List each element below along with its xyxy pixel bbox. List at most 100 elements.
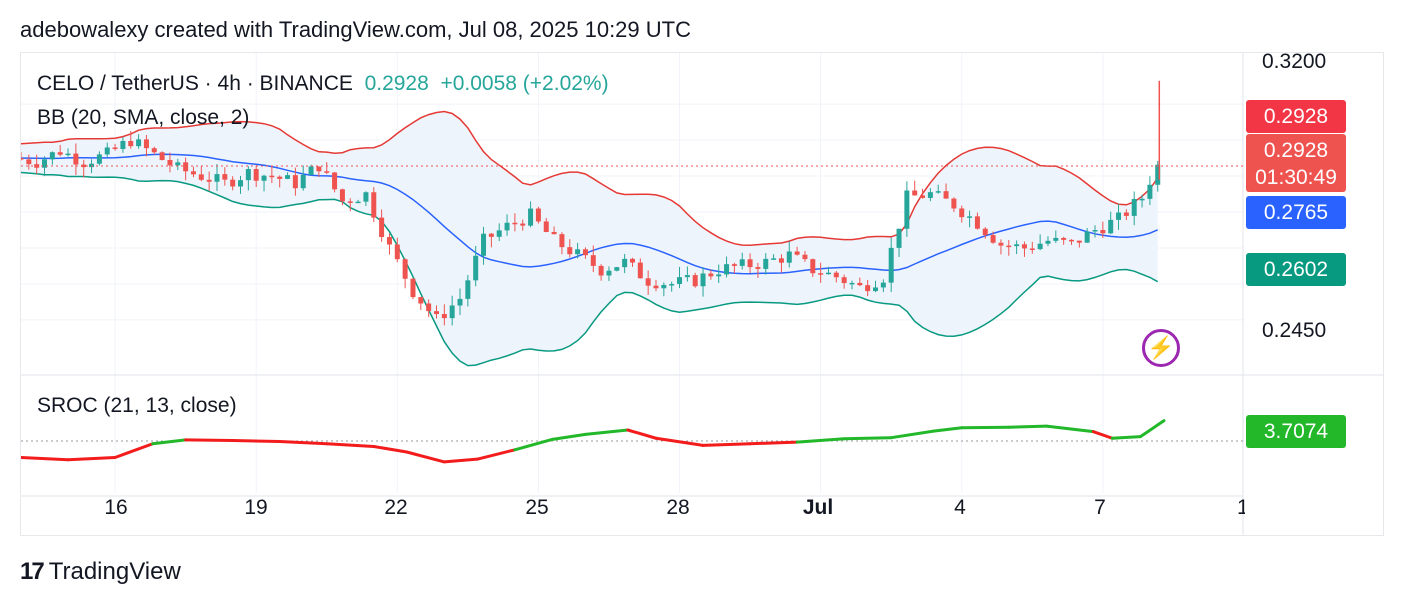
candle-body <box>128 140 134 147</box>
candle-body <box>261 175 267 181</box>
sroc-segment <box>795 437 846 444</box>
candle-body <box>112 147 118 150</box>
candle-body <box>245 169 251 181</box>
candle-body <box>1006 245 1012 248</box>
candle-body <box>998 242 1004 246</box>
candle-body <box>96 154 102 164</box>
candle-body <box>731 264 737 266</box>
sroc-segment <box>551 432 587 441</box>
sroc-segment <box>932 426 964 433</box>
bollinger-lower-line <box>21 171 1159 367</box>
candle-body <box>833 272 839 278</box>
candle-body <box>598 265 604 276</box>
upper-band-badge: 0.2928 <box>1246 100 1346 133</box>
candle-body <box>802 254 808 260</box>
sroc-segment <box>442 457 479 464</box>
candle-body <box>520 223 526 226</box>
candle-body <box>959 208 965 218</box>
sroc-segment <box>325 442 376 448</box>
tradingview-footer[interactable]: 17 TradingView <box>20 558 181 586</box>
sroc-segment <box>1044 424 1095 434</box>
candle-body <box>496 230 502 237</box>
candle-body <box>253 169 259 181</box>
candle-body <box>1147 184 1153 199</box>
candle-body <box>151 148 157 153</box>
candle-body <box>1092 230 1098 232</box>
sroc-segment <box>1138 419 1166 439</box>
lightning-icon[interactable]: ⚡ <box>1142 329 1180 367</box>
candle-body <box>794 251 800 255</box>
candle-body <box>927 192 933 198</box>
candle-body <box>778 258 784 263</box>
candle-body <box>363 192 369 202</box>
candle-body <box>42 159 48 168</box>
sroc-segment <box>1007 424 1048 429</box>
candle-body <box>488 233 494 237</box>
symbol-legend: CELO / TetherUS · 4h · BINANCE 0.2928 +0… <box>37 72 609 96</box>
candle-body <box>402 259 408 279</box>
candle-body <box>1061 237 1067 240</box>
candle-body <box>967 216 973 218</box>
candle-body <box>920 195 926 198</box>
sroc-legend: SROC (21, 13, close) <box>37 394 237 417</box>
x-label-4: 4 <box>954 496 966 519</box>
candle-body <box>1108 219 1114 234</box>
bollinger-upper-line <box>21 110 1159 247</box>
candle-body <box>818 273 824 275</box>
sroc-segment <box>960 425 1011 430</box>
candle-body <box>614 267 620 271</box>
sroc-segment <box>21 456 70 462</box>
candle-body <box>1155 164 1161 185</box>
candle-body <box>786 251 792 263</box>
candle-body <box>810 259 816 274</box>
candle-body <box>167 159 173 166</box>
candle-body <box>1084 231 1090 243</box>
candle-body <box>457 298 463 306</box>
candle-body <box>159 152 165 160</box>
candle-body <box>1116 212 1122 220</box>
candle-body <box>645 278 651 286</box>
candle-body <box>449 305 455 319</box>
candle-body <box>622 258 628 268</box>
candle-body <box>1045 240 1051 244</box>
candle-body <box>951 198 957 209</box>
sroc-segment <box>405 450 446 464</box>
sroc-segment <box>184 438 235 442</box>
candle-body <box>606 270 612 276</box>
candle-body <box>426 303 432 312</box>
candle-body <box>567 247 573 255</box>
candle-body <box>880 282 886 288</box>
candle-body <box>481 233 487 256</box>
x-label-19: 19 <box>244 496 268 519</box>
candle-body <box>990 235 996 243</box>
last-price-badge: 0.2928 01:30:49 <box>1246 134 1346 192</box>
candle-body <box>222 174 228 180</box>
candle-body <box>269 175 275 178</box>
candle-body <box>771 258 777 260</box>
x-label-7: 7 <box>1094 496 1106 519</box>
sroc-segment <box>583 428 630 436</box>
candle-body <box>755 267 761 269</box>
candle-body <box>73 153 79 165</box>
candle-body <box>136 139 142 147</box>
candle-body <box>65 153 71 156</box>
candle-body <box>230 179 236 187</box>
candle-body <box>1100 230 1106 234</box>
candle-body <box>355 201 361 204</box>
candle-body <box>716 274 722 277</box>
candle-body <box>104 147 110 155</box>
candle-body <box>590 255 596 266</box>
legend-price: 0.2928 <box>364 72 429 95</box>
sroc-segment <box>278 440 329 446</box>
chart-frame[interactable] <box>20 52 1384 536</box>
candle-body <box>175 162 181 166</box>
sroc-segment <box>1091 430 1114 440</box>
y-axis-label-bottom: 0.2450 <box>1262 319 1327 342</box>
bb-legend: BB (20, SMA, close, 2) <box>37 106 250 129</box>
candle-body <box>473 255 479 281</box>
price-chart[interactable] <box>21 53 1383 535</box>
candle-body <box>943 191 949 199</box>
candle-body <box>637 262 643 279</box>
candle-body <box>763 258 769 269</box>
candle-body <box>371 192 377 218</box>
